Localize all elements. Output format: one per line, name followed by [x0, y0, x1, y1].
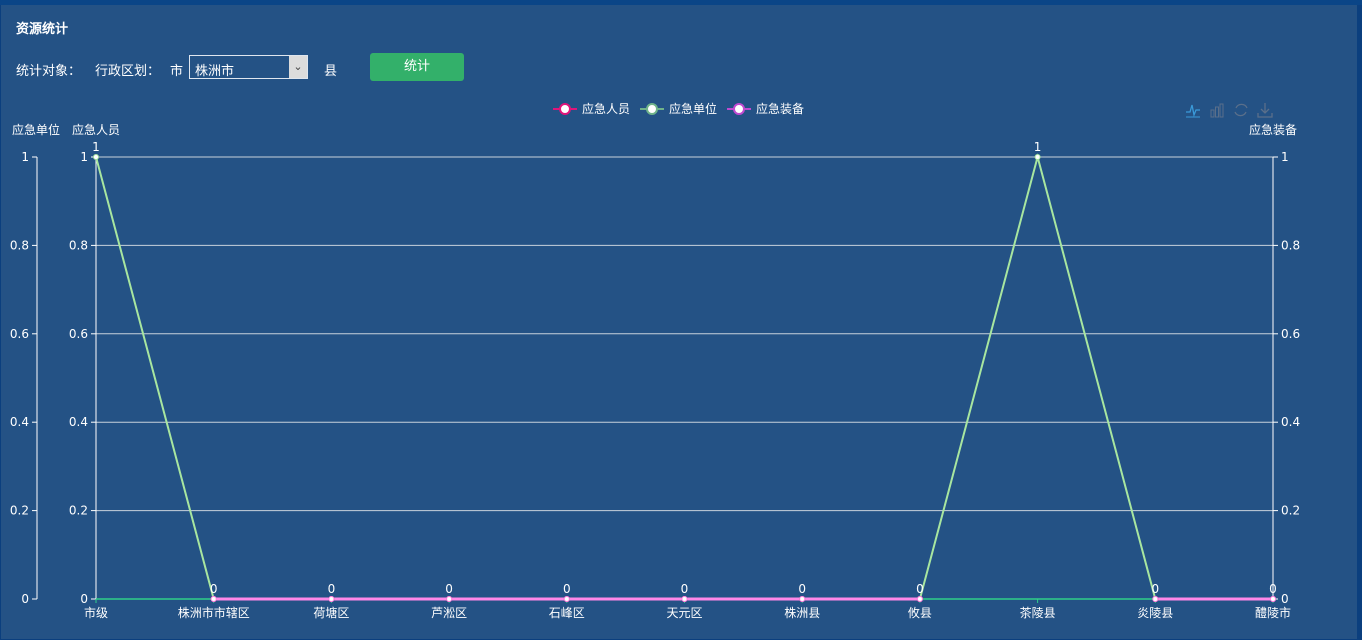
x-tick-label: 攸县: [908, 605, 932, 620]
city-select-value: 株洲市: [195, 64, 235, 79]
y-tick-label: 0: [1281, 592, 1289, 606]
y-tick-label: 0.2: [1281, 504, 1300, 518]
data-label: 0: [445, 582, 453, 596]
y-tick-label: 0.8: [69, 238, 88, 252]
y-tick-label: 0.2: [10, 504, 29, 518]
x-tick-label: 醴陵市: [1255, 605, 1291, 620]
data-point: [446, 596, 453, 602]
chart-legend: 应急人员 应急单位 应急装备: [553, 100, 804, 117]
y-tick-label: 0.4: [69, 415, 88, 429]
legend-marker-icon: [727, 102, 752, 115]
refresh-icon[interactable]: [1233, 102, 1249, 118]
top-bar: [0, 0, 1362, 5]
chart-toolbox: [1185, 102, 1273, 118]
data-point: [93, 154, 99, 160]
y-tick-label: 1: [21, 150, 29, 164]
city-label: 市: [170, 64, 184, 79]
data-label: 0: [563, 582, 571, 596]
y-tick-label: 0.6: [1281, 327, 1300, 341]
legend-marker-icon: [640, 102, 665, 115]
y-tick-label: 0: [21, 592, 29, 606]
data-label: 0: [328, 582, 336, 596]
data-label: 0: [916, 582, 924, 596]
city-select[interactable]: 株洲市 ⌄: [189, 55, 308, 79]
line-chart-icon[interactable]: [1185, 102, 1201, 118]
x-tick-label: 天元区: [666, 606, 702, 620]
legend-item-equipment[interactable]: 应急装备: [727, 100, 804, 117]
legend-label: 应急装备: [756, 102, 805, 116]
data-label: 0: [681, 582, 689, 596]
stats-button[interactable]: 统计: [370, 53, 464, 81]
data-label: 0: [210, 582, 218, 596]
x-tick-label: 芦淞区: [431, 606, 467, 620]
data-point: [563, 596, 570, 602]
data-point: [210, 596, 217, 602]
resource-stats-panel: [1, 5, 1357, 639]
y-tick-label: 0.6: [10, 327, 29, 341]
y-tick-label: 0.4: [1281, 415, 1300, 429]
data-point: [1034, 154, 1041, 160]
x-tick-label: 株洲市市辖区: [178, 605, 250, 620]
y-tick-label: 0.6: [69, 327, 88, 341]
y-tick-label: 0.8: [1281, 238, 1300, 252]
region-label: 行政区划：: [95, 64, 161, 79]
target-label: 统计对象：: [16, 64, 82, 79]
download-icon[interactable]: [1257, 102, 1273, 118]
series-line-1: [95, 153, 1273, 600]
y-axis-name: 应急单位: [12, 122, 60, 137]
legend-label: 应急人员: [582, 102, 631, 116]
y-tick-label: 0.2: [69, 504, 88, 518]
y-axis-name: 应急装备: [1249, 122, 1297, 137]
data-label: 1: [92, 140, 100, 154]
y-tick-label: 0.4: [10, 415, 29, 429]
data-label: 0: [1269, 582, 1277, 596]
chevron-down-icon[interactable]: ⌄: [289, 56, 307, 78]
data-point: [328, 596, 335, 602]
x-tick-label: 石峰区: [549, 606, 585, 620]
legend-item-units[interactable]: 应急单位: [640, 100, 717, 117]
y-tick-label: 1: [80, 150, 88, 164]
y-tick-label: 0.8: [10, 238, 29, 252]
legend-marker-icon: [553, 102, 577, 115]
x-tick-label: 株洲县: [784, 605, 820, 620]
y-tick-label: 1: [1281, 150, 1289, 164]
y-tick-label: 0: [80, 592, 88, 606]
y-axis-name: 应急人员: [72, 122, 120, 137]
x-tick-label: 市级: [84, 605, 108, 620]
data-point: [1270, 596, 1276, 602]
x-tick-label: 炎陵县: [1137, 606, 1173, 620]
data-point: [681, 596, 688, 602]
bar-chart-icon[interactable]: [1209, 102, 1225, 118]
x-tick-label: 荷塘区: [313, 605, 349, 620]
data-label: 1: [1034, 140, 1042, 154]
x-tick-label: 茶陵县: [1020, 605, 1056, 620]
legend-label: 应急单位: [669, 102, 718, 116]
data-label: 0: [798, 582, 806, 596]
data-point: [1152, 596, 1159, 602]
county-label: 县: [324, 64, 338, 79]
page-title: 资源统计: [16, 22, 69, 37]
data-label: 0: [1151, 582, 1159, 596]
data-point: [916, 596, 923, 602]
data-point: [799, 596, 806, 602]
legend-item-personnel[interactable]: 应急人员: [553, 100, 630, 117]
